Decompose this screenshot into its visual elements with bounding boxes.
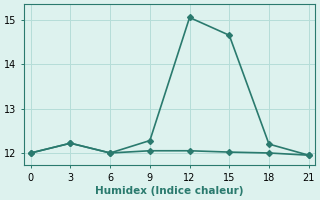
X-axis label: Humidex (Indice chaleur): Humidex (Indice chaleur)	[95, 186, 244, 196]
